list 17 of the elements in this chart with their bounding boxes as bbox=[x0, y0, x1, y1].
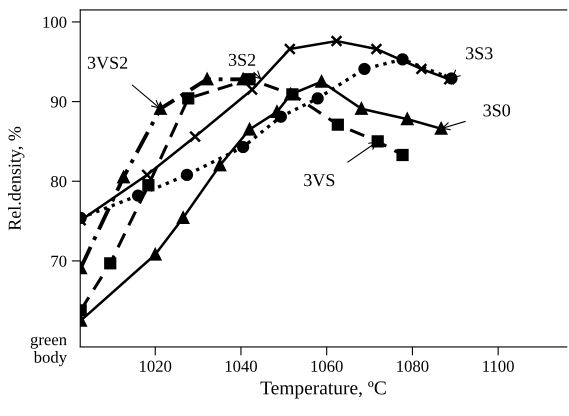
x-tick-label: 1040 bbox=[226, 360, 257, 372]
x-tick-label: 1020 bbox=[140, 360, 172, 372]
y-tick-label: 100 bbox=[44, 16, 66, 28]
x-tick-label: 1060 bbox=[311, 360, 343, 372]
y-tick-label: 90 bbox=[50, 96, 66, 108]
series-label: 3S2 bbox=[228, 54, 256, 66]
x-axis-title: Temperature, ºC bbox=[260, 381, 386, 398]
text: 3S0 bbox=[484, 104, 510, 117]
y-tick-label: green body bbox=[30, 336, 67, 366]
y-tick-label: 70 bbox=[51, 256, 66, 267]
text: 3VS2 bbox=[88, 56, 128, 69]
x-tick-label: 1100 bbox=[483, 360, 514, 372]
y-tick-label: 80 bbox=[51, 176, 66, 188]
y-axis-title: Rel.density, % bbox=[8, 126, 24, 230]
text: 3VS bbox=[304, 174, 334, 186]
series-label: 3S3 bbox=[466, 47, 493, 60]
x-tick-label: 1080 bbox=[397, 360, 428, 372]
